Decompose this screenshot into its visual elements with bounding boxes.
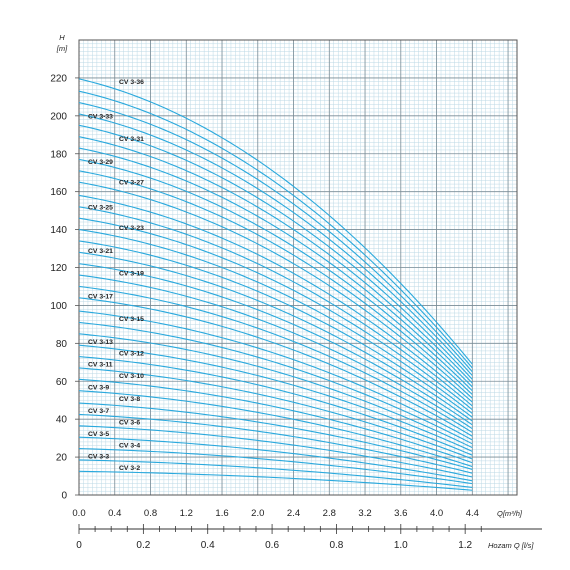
series-line (78, 310, 473, 441)
y-tick-label: 40 (56, 415, 68, 426)
series-line (78, 124, 473, 380)
series-line (78, 240, 473, 418)
series-label: CV 3-31 (119, 136, 144, 143)
series-line (78, 402, 473, 470)
series-line (78, 147, 473, 388)
series-label: CV 3-5 (88, 431, 109, 438)
series-line (78, 459, 473, 488)
series-line (78, 194, 473, 403)
series-label: CV 3-12 (119, 350, 144, 357)
series-label: CV 3-6 (119, 420, 140, 427)
pump-curves (78, 78, 473, 491)
x-tick-label: 2.8 (323, 508, 336, 519)
y-tick-label: 120 (50, 263, 67, 274)
secondary-tick-label: 0.6 (265, 540, 279, 551)
x-tick-label: 1.6 (215, 508, 228, 519)
series-line (78, 78, 473, 365)
series-line (78, 251, 473, 422)
series-line (78, 367, 473, 460)
x-tick-label: 0.0 (72, 508, 85, 519)
series-line (78, 333, 473, 449)
series-label: CV 3-10 (119, 373, 144, 380)
secondary-tick-label: 0 (76, 540, 82, 551)
series-label: CV 3-21 (88, 248, 113, 255)
series-label: CV 3-11 (88, 362, 113, 369)
series-label: CV 3-29 (88, 159, 113, 166)
series-label: CV 3-17 (88, 293, 113, 300)
series-label: CV 3-36 (119, 79, 144, 86)
series-line (78, 136, 473, 384)
series-line (78, 436, 473, 482)
series-line (78, 297, 473, 437)
x-tick-label: 1.2 (180, 508, 193, 519)
y-tick-label: 100 (50, 301, 67, 312)
x-tick-label: 4.4 (466, 508, 479, 519)
y-tick-label: 80 (56, 339, 68, 350)
series-label: CV 3-3 (88, 454, 109, 461)
series-line (78, 90, 473, 369)
series-label: CV 3-2 (119, 465, 140, 472)
secondary-tick-label: 1.2 (458, 540, 472, 551)
series-line (78, 274, 473, 430)
series-line (78, 285, 473, 433)
series-line (78, 448, 473, 485)
x-tick-label: 2.4 (287, 508, 300, 519)
secondary-tick-label: 1.0 (394, 540, 408, 551)
series-line (78, 217, 473, 411)
y-tick-label: 200 (50, 111, 67, 122)
y-tick-label: 180 (50, 149, 67, 160)
series-line (78, 378, 473, 464)
series-label: CV 3-8 (119, 396, 140, 403)
series-labels: CV 3-36 CV 3-33 CV 3-31 CV 3-29 CV 3-27 CV 3-… (88, 79, 144, 472)
y-tick-label: 60 (56, 377, 68, 388)
series-label: CV 3-7 (88, 408, 109, 415)
x-tick-label: 0.8 (144, 508, 157, 519)
series-label: CV 3-19 (119, 271, 144, 278)
secondary-tick-label: 0.8 (329, 540, 343, 551)
series-line (78, 181, 473, 399)
x-tick-label: 2.0 (251, 508, 264, 519)
secondary-tick-label: 0.2 (136, 540, 150, 551)
x-axis-label: Q[m³/h] (497, 509, 523, 518)
y-axis-label-h: H (59, 33, 65, 42)
series-line (78, 413, 473, 474)
x-tick-label: 4.0 (430, 508, 443, 519)
series-label: CV 3-9 (88, 384, 109, 391)
series-line (78, 344, 473, 452)
x-tick-label: 0.4 (108, 508, 121, 519)
secondary-tick-label: 0.4 (201, 540, 215, 551)
series-line (78, 390, 473, 468)
y-tick-label: 20 (56, 453, 68, 464)
series-line (78, 470, 473, 491)
series-label: CV 3-15 (119, 316, 144, 323)
x-tick-label: 3.6 (394, 508, 407, 519)
series-line (78, 113, 473, 376)
series-line (78, 158, 473, 392)
series-label: CV 3-33 (88, 113, 113, 120)
series-line (78, 263, 473, 426)
y-tick-label: 220 (50, 73, 67, 84)
series-line (78, 356, 473, 456)
y-axis-label-unit: [m] (56, 44, 68, 53)
series-line (78, 229, 473, 414)
series-line (78, 170, 473, 395)
series-label: CV 3-13 (88, 339, 113, 346)
series-line (78, 321, 473, 445)
y-tick-label: 140 (50, 225, 67, 236)
y-tick-label: 160 (50, 187, 67, 198)
series-label: CV 3-25 (88, 204, 113, 211)
series-line (78, 425, 473, 478)
series-label: CV 3-23 (119, 225, 144, 232)
series-line (78, 206, 473, 407)
y-tick-label: 0 (61, 491, 67, 502)
secondary-axis-label: Hozam Q [l/s] (488, 541, 534, 550)
series-label: CV 3-4 (119, 442, 140, 449)
series-label: CV 3-27 (119, 180, 144, 187)
series-line (78, 102, 473, 373)
axes: 0 20 40 60 80 100 120 140 160 180 200 220 0.0 0.4 0.8 1… (50, 73, 542, 551)
x-tick-label: 3.2 (358, 508, 371, 519)
